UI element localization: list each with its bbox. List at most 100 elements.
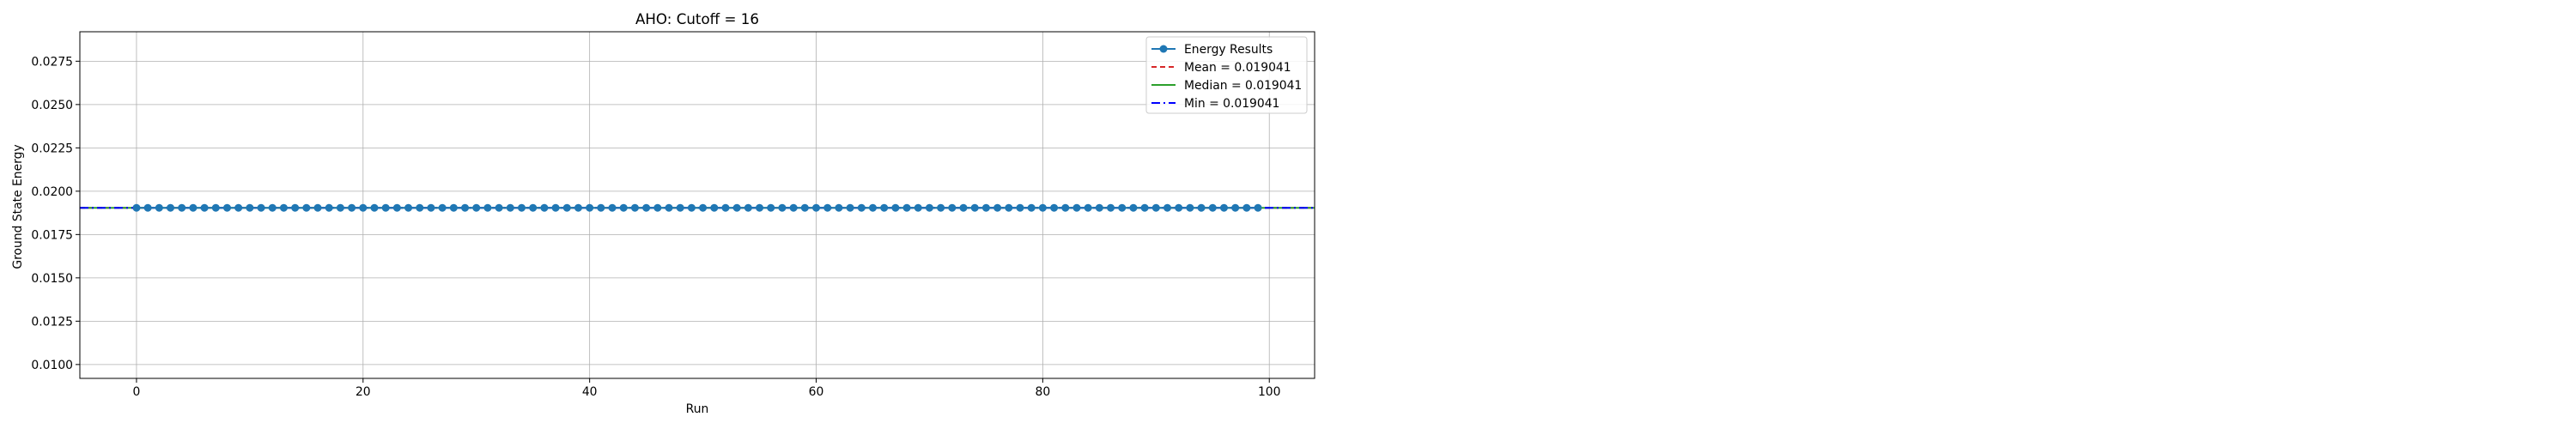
energy-result-point xyxy=(223,203,232,212)
energy-result-point xyxy=(132,203,141,212)
energy-result-point xyxy=(348,203,356,212)
y-axis-label: Ground State Energy xyxy=(11,144,25,269)
energy-result-point xyxy=(155,203,163,212)
legend-label: Mean = 0.019041 xyxy=(1184,61,1291,75)
legend-label: Median = 0.019041 xyxy=(1184,79,1302,93)
energy-result-point xyxy=(1219,203,1228,212)
x-tick-label: 40 xyxy=(582,385,598,399)
energy-result-point xyxy=(1061,203,1070,212)
energy-result-point xyxy=(970,203,979,212)
energy-result-point xyxy=(800,203,809,212)
energy-result-point xyxy=(756,203,764,212)
energy-result-point xyxy=(891,203,900,212)
energy-result-point xyxy=(574,203,582,212)
x-tick-label: 0 xyxy=(133,385,141,399)
energy-result-point xyxy=(313,203,322,212)
energy-result-point xyxy=(404,203,413,212)
energy-result-point xyxy=(279,203,288,212)
legend-marker xyxy=(1159,45,1168,53)
y-tick-label: 0.0150 xyxy=(31,272,73,286)
energy-result-point xyxy=(744,203,752,212)
energy-result-point xyxy=(178,203,186,212)
y-tick-label: 0.0175 xyxy=(31,228,73,242)
y-tick-label: 0.0100 xyxy=(31,359,73,372)
energy-result-point xyxy=(495,203,503,212)
energy-result-point xyxy=(234,203,243,212)
legend: Energy Results Mean = 0.019041 Median = 0.… xyxy=(1145,36,1308,114)
energy-result-point xyxy=(1175,203,1183,212)
energy-result-point xyxy=(268,203,276,212)
legend-label: Min = 0.019041 xyxy=(1184,97,1279,111)
y-tick-label: 0.0125 xyxy=(31,315,73,329)
energy-result-point xyxy=(1140,203,1149,212)
energy-result-point xyxy=(959,203,968,212)
grid xyxy=(80,32,1315,378)
energy-result-point xyxy=(710,203,719,212)
energy-result-point xyxy=(767,203,775,212)
energy-result-point xyxy=(835,203,843,212)
energy-result-point xyxy=(1151,203,1160,212)
energy-result-point xyxy=(291,203,300,212)
energy-result-point xyxy=(857,203,866,212)
energy-result-point xyxy=(416,203,424,212)
energy-result-point xyxy=(665,203,673,212)
energy-result-point xyxy=(562,203,571,212)
energy-result-point xyxy=(302,203,311,212)
energy-result-point xyxy=(1129,203,1138,212)
energy-result-point xyxy=(551,203,560,212)
energy-result-point xyxy=(642,203,651,212)
legend-box xyxy=(1145,36,1308,114)
energy-result-point xyxy=(325,203,333,212)
energy-result-point xyxy=(778,203,787,212)
energy-result-point xyxy=(925,203,933,212)
energy-result-point xyxy=(1095,203,1103,212)
energy-result-point xyxy=(1038,203,1047,212)
energy-result-point xyxy=(1186,203,1194,212)
energy-result-point xyxy=(699,203,708,212)
energy-result-point xyxy=(189,203,197,212)
x-tick-label: 80 xyxy=(1036,385,1051,399)
energy-result-point xyxy=(506,203,514,212)
energy-result-point xyxy=(1016,203,1024,212)
x-tick-label: 20 xyxy=(355,385,371,399)
energy-result-point xyxy=(630,203,639,212)
energy-result-point xyxy=(1050,203,1059,212)
energy-result-point xyxy=(1072,203,1081,212)
energy-result-point xyxy=(1231,203,1240,212)
x-tick-label: 60 xyxy=(809,385,824,399)
energy-result-point xyxy=(993,203,1002,212)
energy-result-point xyxy=(721,203,730,212)
y-tick-label: 0.0225 xyxy=(31,142,73,155)
energy-result-point xyxy=(789,203,798,212)
energy-result-point xyxy=(370,203,379,212)
y-tick-label: 0.0200 xyxy=(31,185,73,199)
energy-result-point xyxy=(608,203,617,212)
energy-result-point xyxy=(1242,203,1251,212)
energy-result-point xyxy=(880,203,889,212)
energy-result-point xyxy=(902,203,911,212)
energy-result-point xyxy=(257,203,265,212)
energy-result-point xyxy=(653,203,662,212)
energy-result-point xyxy=(381,203,390,212)
energy-result-point xyxy=(143,203,152,212)
energy-result-point xyxy=(529,203,538,212)
energy-result-point xyxy=(846,203,854,212)
chart-title: AHO: Cutoff = 16 xyxy=(635,10,759,27)
energy-result-point xyxy=(472,203,481,212)
x-axis-ticks: 0 20 40 60 80 100 xyxy=(133,378,1280,399)
energy-result-point xyxy=(732,203,741,212)
energy-result-point xyxy=(246,203,254,212)
y-axis-ticks: 0.0100 0.0125 0.0150 0.0175 0.0200 0.0225 0.02… xyxy=(31,55,80,372)
energy-result-point xyxy=(948,203,957,212)
energy-result-point xyxy=(687,203,696,212)
energy-result-point xyxy=(1197,203,1206,212)
y-tick-label: 0.0250 xyxy=(31,99,73,112)
energy-result-point xyxy=(868,203,877,212)
energy-result-point xyxy=(167,203,175,212)
energy-result-point xyxy=(676,203,684,212)
energy-series xyxy=(132,203,1262,212)
energy-result-point xyxy=(914,203,922,212)
energy-result-point xyxy=(427,203,435,212)
energy-result-point xyxy=(1005,203,1013,212)
